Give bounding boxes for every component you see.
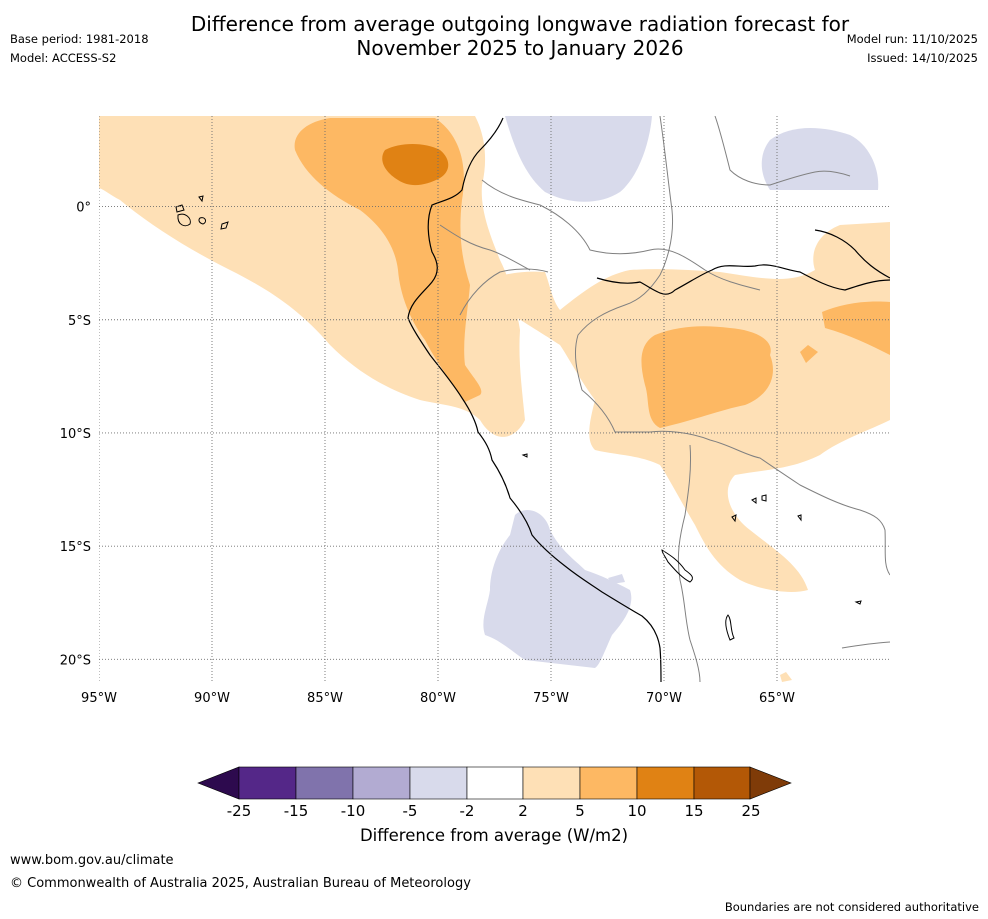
chart-title: Difference from average outgoing longwav…: [120, 12, 920, 60]
colorbar-tick-label: 25: [741, 802, 760, 820]
islands: [175, 195, 862, 641]
model-name: Model: ACCESS-S2: [10, 51, 117, 65]
colorbar-tick-labels: -25 -15 -10 -5 -2 2 5 10 15 25: [227, 802, 761, 820]
island: [797, 514, 802, 522]
latitude-tick-label: 0°: [76, 201, 91, 216]
model-run-date: Model run: 11/10/2025: [846, 32, 978, 46]
longitude-tick-label: 95°W: [81, 691, 117, 706]
title-line-2: November 2025 to January 2026: [356, 36, 684, 60]
galapagos-island: [198, 195, 204, 203]
island: [731, 514, 737, 523]
colorbar-tick-label: 5: [575, 802, 585, 820]
island: [854, 600, 862, 605]
colorbar-segment-m10-m5: [352, 766, 411, 800]
island: [725, 614, 735, 641]
longitude-tick-label: 85°W: [307, 691, 343, 706]
anomaly-region-p5-p10: [822, 301, 890, 355]
colorbar-tick-label: -10: [341, 802, 366, 820]
colorbar-segment-m15-m10: [295, 766, 354, 800]
colorbar-tick-label: -15: [284, 802, 309, 820]
boundary-disclaimer: Boundaries are not considered authoritat…: [724, 900, 979, 914]
colorbar-tick-label: 10: [627, 802, 646, 820]
galapagos-island: [175, 204, 185, 213]
longitude-tick-label: 80°W: [420, 691, 456, 706]
longitude-tick-label: 75°W: [533, 691, 569, 706]
galapagos-island: [177, 213, 191, 227]
anomaly-region-m5-m2: [483, 510, 632, 668]
colorbar: -25 -15 -10 -5 -2 2 5 10 15 25: [197, 766, 792, 820]
website-link[interactable]: www.bom.gov.au/climate: [10, 853, 174, 868]
colorbar-tick-label: -5: [403, 802, 418, 820]
coastlines: [407, 117, 890, 682]
colorbar-segment-p15-p25: [693, 766, 751, 800]
anomaly-region-p10-p15: [382, 144, 449, 186]
galapagos-island: [220, 221, 229, 230]
island: [751, 497, 757, 504]
latitude-tick-label: 15°S: [60, 540, 91, 555]
colorbar-segment-m2-p2: [466, 766, 524, 800]
country-borders: [439, 116, 890, 682]
colorbar-segment-p10-p15: [636, 766, 695, 800]
latitude-axis: 0° 5°S 10°S 15°S 20°S: [60, 201, 91, 669]
colorbar-segment-m25-m15: [238, 766, 297, 800]
latitude-tick-label: 10°S: [60, 427, 91, 442]
colorbar-tick-label: 2: [518, 802, 528, 820]
issued-date: Issued: 14/10/2025: [867, 51, 978, 65]
colorbar-extend-max: [749, 766, 792, 800]
longitude-axis: 95°W 90°W 85°W 80°W 75°W 70°W 65°W: [81, 691, 795, 706]
colorbar-tick-label: 15: [684, 802, 703, 820]
anomaly-region-p2-p5: [780, 672, 792, 682]
colorbar-segment-p2-p5: [522, 766, 581, 800]
island: [521, 453, 528, 458]
anomaly-region-p5-p10: [641, 326, 773, 428]
longitude-tick-label: 90°W: [194, 691, 230, 706]
anomaly-region-p5-p10: [800, 345, 818, 363]
colorbar-tick-label: -2: [460, 802, 475, 820]
colorbar-extend-min: [197, 766, 240, 800]
galapagos-island: [198, 217, 207, 225]
island: [761, 494, 767, 502]
anomaly-region-m5-m2: [761, 128, 879, 190]
title-line-1: Difference from average outgoing longwav…: [190, 12, 850, 36]
anomaly-region-p5-p10: [294, 118, 482, 402]
latitude-tick-label: 5°S: [68, 314, 91, 329]
lake: [661, 549, 693, 583]
colorbar-segment-p5-p10: [579, 766, 638, 800]
colorbar-segment-m5-m2: [409, 766, 468, 800]
base-period: Base period: 1981-2018: [10, 32, 149, 46]
colorbar-label: Difference from average (W/m2): [359, 826, 629, 845]
copyright-notice: © Commonwealth of Australia 2025, Austra…: [10, 876, 471, 891]
latitude-tick-label: 20°S: [60, 653, 91, 668]
map-plot-area: [99, 116, 890, 682]
anomaly-region-m5-m2: [505, 116, 652, 202]
colorbar-tick-label: -25: [227, 802, 252, 820]
anomaly-region-m5-m2: [608, 574, 625, 584]
longitude-tick-label: 70°W: [646, 691, 682, 706]
longitude-tick-label: 65°W: [759, 691, 795, 706]
graticule: [99, 116, 890, 682]
